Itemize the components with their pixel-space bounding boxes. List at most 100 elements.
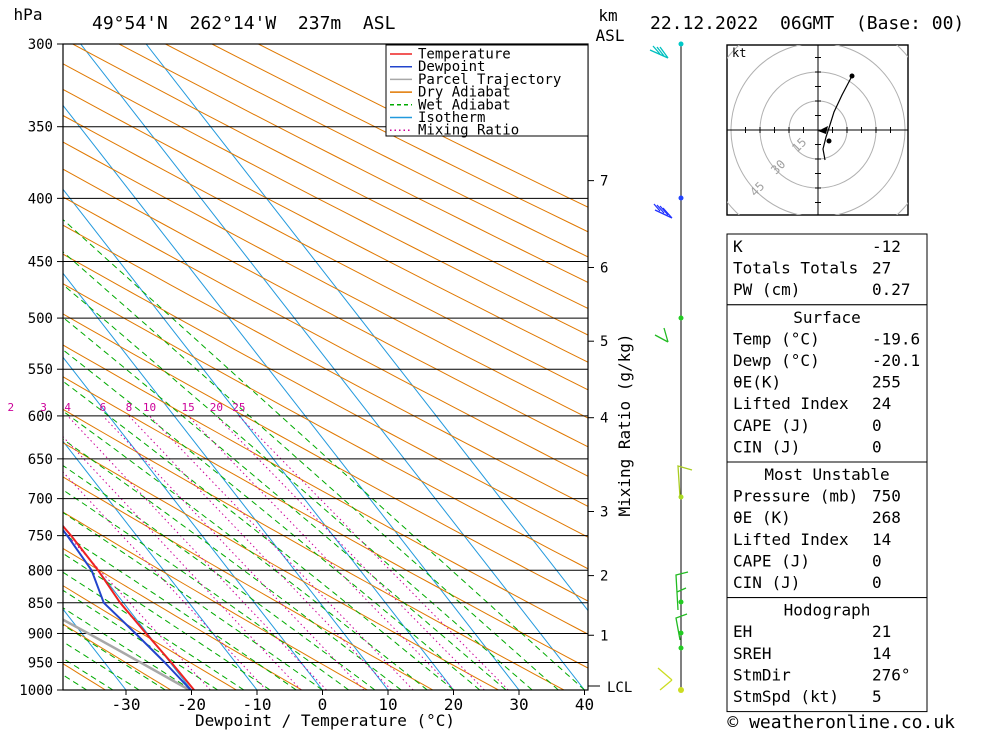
wind-barb [676, 572, 688, 610]
hodograph-unit: kt [732, 46, 746, 60]
index-value: 14 [872, 644, 891, 663]
index-value: 5 [872, 687, 882, 706]
mixing-ratio-label: 10 [143, 401, 156, 414]
wet-adiabat-line [0, 44, 585, 690]
mixing-ratio-line [150, 416, 414, 690]
pressure-tick-label: 700 [28, 492, 53, 508]
index-label: θE (K) [733, 508, 791, 527]
height-tick-label: 5 [600, 334, 608, 350]
mixing-ratio-line [188, 416, 454, 690]
index-value: 255 [872, 373, 901, 392]
index-section-title: Hodograph [784, 601, 871, 620]
index-value: -20.1 [872, 351, 920, 370]
mixing-ratio-line [216, 416, 484, 690]
wet-adiabat-line [0, 44, 113, 690]
legend-entry-label: Mixing Ratio [418, 123, 519, 139]
index-value: 276° [872, 665, 911, 684]
index-value: -19.6 [872, 329, 920, 348]
height-tick-label: 1 [600, 628, 608, 644]
index-label: CAPE (J) [733, 416, 810, 435]
pressure-tick-label: 400 [28, 191, 53, 207]
index-value: 750 [872, 487, 901, 506]
hodograph-point [827, 139, 832, 144]
wind-barb [678, 466, 692, 497]
index-value: 24 [872, 394, 891, 413]
index-label: Totals Totals [733, 259, 858, 278]
index-value: 0 [872, 416, 882, 435]
hodograph: kt 15 30 45 [702, 14, 934, 246]
pressure-tick-label: 450 [28, 255, 53, 271]
wind-barb [655, 328, 668, 342]
index-label: θE(K) [733, 373, 781, 392]
mixing-ratio-label: 3 [40, 401, 47, 414]
index-label: CIN (J) [733, 437, 800, 456]
height-tick-label: 4 [600, 411, 608, 427]
dry-adiabat-line [0, 44, 433, 690]
wind-level-marker [679, 646, 684, 651]
pressure-tick-label: 750 [28, 529, 53, 545]
index-value: 268 [872, 508, 901, 527]
mixing-ratio-line [103, 416, 364, 690]
index-label: K [733, 237, 743, 256]
mixing-ratio-axis-label: Mixing Ratio (g/kg) [615, 333, 634, 516]
index-label: Lifted Index [733, 394, 849, 413]
pressure-tick-label: 650 [28, 452, 53, 468]
height-unit-km: km [598, 6, 617, 25]
x-axis-label: Dewpoint / Temperature (°C) [195, 711, 455, 730]
wind-barb [654, 204, 672, 218]
pressure-tick-label: 350 [28, 120, 53, 136]
mixing-ratio-label: 4 [64, 401, 71, 414]
height-tick-label: 2 [600, 569, 608, 585]
mixing-ratio-label: 2 [7, 401, 14, 414]
index-value: 14 [872, 530, 891, 549]
index-value: 0 [872, 573, 882, 592]
index-label: Lifted Index [733, 530, 849, 549]
height-unit-asl: ASL [596, 26, 625, 45]
isotherm-line [146, 44, 650, 690]
index-label: StmDir [733, 665, 791, 684]
wet-adiabat-line [0, 44, 558, 690]
pressure-tick-label: 800 [28, 563, 53, 579]
height-tick-label: 6 [600, 260, 608, 276]
lcl-label: LCL [607, 680, 632, 696]
index-value: 0.27 [872, 280, 911, 299]
index-value: 27 [872, 259, 891, 278]
index-label: EH [733, 622, 752, 641]
index-label: StmSpd (kt) [733, 687, 839, 706]
index-section-title: Most Unstable [764, 465, 889, 484]
height-tick-label: 3 [600, 504, 608, 520]
pressure-tick-label: 300 [28, 37, 53, 53]
wet-adiabat-line [0, 44, 480, 690]
mixing-ratio-label: 15 [181, 401, 194, 414]
mixing-ratio-label: 25 [232, 401, 245, 414]
index-label: Dewp (°C) [733, 351, 820, 370]
temperature-tick-label: 30 [509, 695, 528, 714]
index-label: SREH [733, 644, 772, 663]
isotherm-line [0, 44, 388, 690]
index-label: CIN (J) [733, 573, 800, 592]
mixing-ratio-label: 6 [100, 401, 107, 414]
index-section-title: Surface [793, 308, 860, 327]
pressure-tick-label: 550 [28, 362, 53, 378]
mixing-ratio-line [44, 416, 301, 690]
wind-barb [650, 46, 668, 58]
index-label: Temp (°C) [733, 329, 820, 348]
pressure-tick-label: 500 [28, 311, 53, 327]
hodograph-point [850, 74, 855, 79]
wind-profile [650, 42, 692, 694]
pressure-tick-label: 900 [28, 626, 53, 642]
dry-adiabat-line [0, 44, 171, 690]
pressure-unit-label: hPa [14, 5, 43, 24]
wet-adiabat-line [0, 44, 375, 690]
location-label: 49°54'N 262°14'W 237m ASL [92, 13, 396, 34]
mixing-ratio-label: 20 [210, 401, 223, 414]
mixing-ratio-label: 8 [126, 401, 133, 414]
pressure-tick-label: 850 [28, 596, 53, 612]
wind-level-marker [679, 600, 684, 605]
index-label: PW (cm) [733, 280, 800, 299]
index-value: 21 [872, 622, 891, 641]
pressure-tick-label: 1000 [19, 683, 53, 699]
index-value: 0 [872, 437, 882, 456]
